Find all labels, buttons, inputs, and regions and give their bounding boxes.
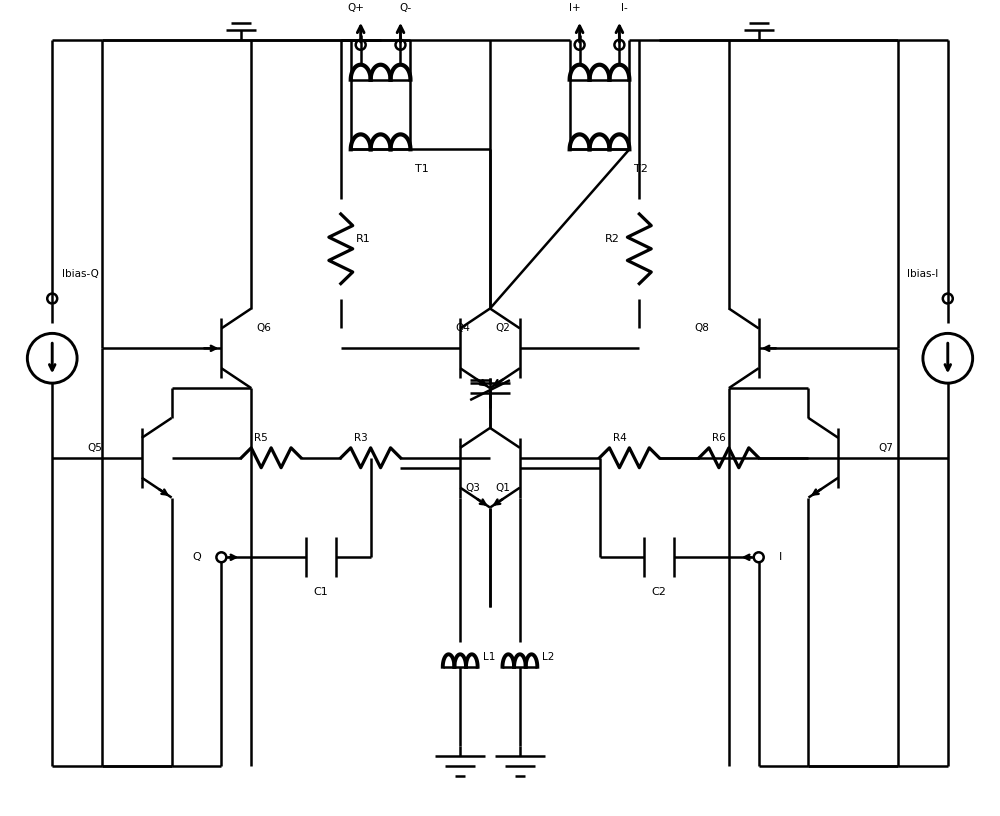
Text: I: I <box>779 552 782 562</box>
Text: R3: R3 <box>354 432 368 443</box>
Text: Ibias-I: Ibias-I <box>907 268 938 278</box>
Text: Ibias-Q: Ibias-Q <box>62 268 99 278</box>
Text: R2: R2 <box>604 234 619 244</box>
Text: Q-: Q- <box>399 3 412 13</box>
Text: T2: T2 <box>634 164 648 175</box>
Text: R6: R6 <box>712 432 726 443</box>
Text: R1: R1 <box>356 234 370 244</box>
Text: Q1: Q1 <box>495 482 510 493</box>
Text: Q3: Q3 <box>465 482 480 493</box>
Text: I+: I+ <box>569 3 580 13</box>
Text: C1: C1 <box>314 588 328 597</box>
Text: Q8: Q8 <box>694 323 709 334</box>
Text: L1: L1 <box>483 652 495 662</box>
Text: Q5: Q5 <box>87 443 102 453</box>
Text: Q6: Q6 <box>256 323 271 334</box>
Text: R4: R4 <box>613 432 626 443</box>
Text: R5: R5 <box>254 432 268 443</box>
Text: I-: I- <box>621 3 628 13</box>
Text: T1: T1 <box>415 164 429 175</box>
Text: Q+: Q+ <box>347 3 364 13</box>
Text: Q2: Q2 <box>495 323 510 334</box>
Text: C2: C2 <box>652 588 667 597</box>
Text: Q4: Q4 <box>455 323 470 334</box>
Text: Q7: Q7 <box>878 443 893 453</box>
Text: Q: Q <box>193 552 201 562</box>
Text: L2: L2 <box>542 652 555 662</box>
